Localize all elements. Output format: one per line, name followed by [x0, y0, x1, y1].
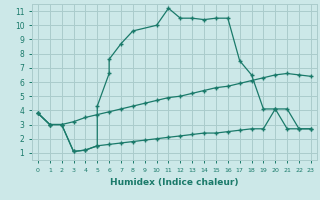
X-axis label: Humidex (Indice chaleur): Humidex (Indice chaleur) [110, 178, 239, 187]
